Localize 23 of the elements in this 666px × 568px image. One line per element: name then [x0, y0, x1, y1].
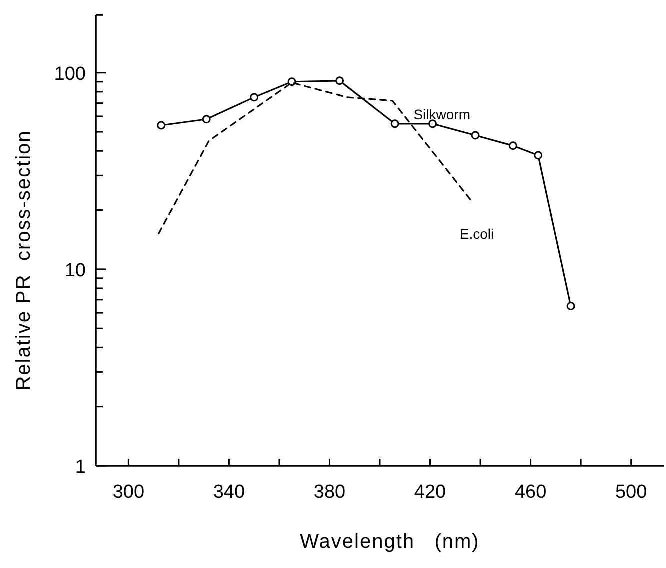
point	[534, 151, 543, 160]
point	[390, 120, 400, 128]
series-label: E.coli	[460, 226, 494, 242]
x-tick-label: 460	[514, 482, 547, 503]
x-tick-label: 500	[615, 482, 648, 503]
point	[336, 76, 344, 86]
point	[250, 93, 259, 102]
y-axis-title: Relative PR cross-section	[13, 130, 35, 391]
series-label: Silkworm	[414, 106, 471, 123]
point	[428, 120, 438, 128]
point	[508, 142, 518, 150]
x-tick-label: 300	[112, 482, 145, 503]
y-tick-label: 10	[64, 260, 86, 282]
x-tick-label: 420	[414, 482, 446, 503]
x-axis-title: Wavelength (nm)	[300, 531, 480, 553]
point	[157, 121, 166, 130]
x-tick-label: 380	[314, 482, 346, 503]
y-tick-label: 1	[75, 457, 86, 478]
y-tick-label: 100	[54, 64, 86, 85]
point	[566, 302, 576, 310]
point	[471, 131, 480, 140]
point	[202, 115, 211, 124]
x-tick-label: 340	[213, 482, 246, 503]
